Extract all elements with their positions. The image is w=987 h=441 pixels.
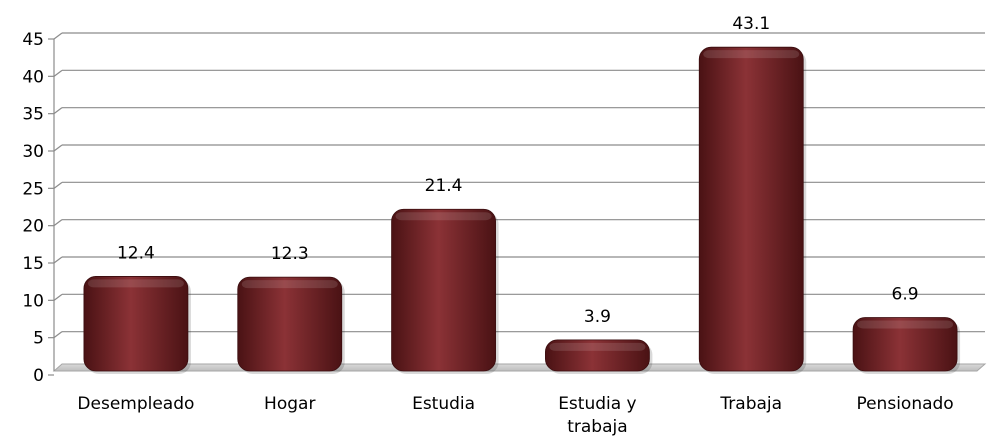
bar-group: [391, 208, 499, 374]
gridline-depth: [53, 293, 63, 301]
bar: [237, 276, 343, 372]
data-label: 12.4: [117, 243, 155, 263]
y-tick-label: 5: [33, 329, 44, 349]
bar-group: [545, 339, 653, 374]
gridline-depth: [53, 69, 63, 77]
gridline-depth: [53, 256, 63, 264]
x-axis-labels: Desempleado Hogar Estudia Estudia y trabaja T…: [77, 394, 953, 437]
x-tick-label-line: Trabaja: [719, 394, 782, 414]
bar: [391, 208, 496, 372]
x-tick-label-line: Estudia: [412, 394, 475, 414]
bar-highlight: [241, 280, 338, 289]
x-tick-label: Hogar: [264, 394, 315, 414]
y-tick-label: 40: [22, 67, 44, 87]
bar: [698, 46, 804, 372]
y-tick-label: 30: [22, 142, 44, 162]
x-tick-label: Estudia: [412, 394, 475, 414]
y-tick-label: 15: [22, 254, 44, 274]
x-tick-label-line: Hogar: [264, 394, 315, 414]
bar: [545, 339, 650, 372]
y-tick-label: 25: [22, 179, 44, 199]
x-tick-label-line: Estudia y: [558, 394, 636, 414]
bar-highlight: [549, 342, 646, 351]
data-label: 12.3: [271, 244, 309, 264]
bar-highlight: [703, 50, 800, 59]
bar: [83, 276, 189, 372]
y-tick-label: 45: [22, 30, 44, 50]
bar-highlight: [87, 279, 184, 288]
x-tick-label-line: Pensionado: [856, 394, 953, 414]
data-label: 43.1: [732, 14, 770, 34]
bar-group: [698, 46, 807, 374]
floor-plane: [52, 363, 987, 372]
bar: [852, 317, 958, 372]
bar-group: [237, 276, 345, 374]
x-tick-label: Pensionado: [856, 394, 953, 414]
data-label: 3.9: [584, 307, 611, 327]
gridline-depth: [53, 181, 63, 189]
chart-floor: [52, 363, 987, 372]
y-tick-label: 0: [33, 366, 44, 386]
data-label: 21.4: [425, 176, 463, 196]
y-tick-label: 20: [22, 217, 44, 237]
x-tick-label-line: Desempleado: [77, 394, 194, 414]
gridline-depth: [53, 331, 63, 339]
x-tick-label: Desempleado: [77, 394, 194, 414]
gridline-depth: [53, 107, 63, 115]
x-tick-label-line: trabaja: [567, 417, 627, 437]
bars: [83, 46, 961, 374]
bar-highlight: [857, 320, 954, 329]
gridline-depth: [53, 32, 63, 40]
y-tick-label: 35: [22, 105, 44, 125]
y-tick-label: 10: [22, 291, 44, 311]
bar-group: [852, 317, 961, 374]
x-tick-label: Trabaja: [719, 394, 782, 414]
bar-group: [83, 276, 191, 374]
gridline-depth: [53, 219, 63, 227]
gridlines: [53, 32, 985, 339]
bar-highlight: [395, 212, 492, 221]
gridline-depth: [53, 144, 63, 152]
data-labels: 12.4 12.3 21.4 3.9 43.1 6.9: [117, 14, 919, 327]
y-axis: 0 5 10 15 20 25 30 35 40 45: [22, 30, 55, 386]
x-tick-label: Estudia y trabaja: [558, 394, 636, 437]
data-label: 6.9: [892, 284, 919, 304]
